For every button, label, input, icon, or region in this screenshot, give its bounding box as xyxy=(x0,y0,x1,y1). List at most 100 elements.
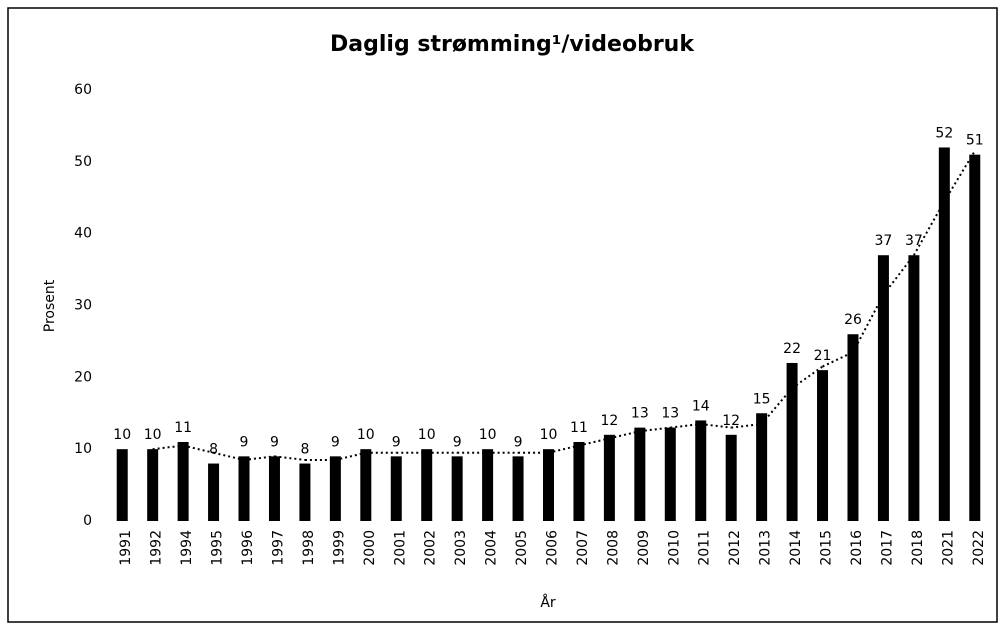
data-label: 21 xyxy=(814,348,832,364)
data-label: 9 xyxy=(392,434,401,450)
data-label: 9 xyxy=(453,434,462,450)
x-tick-label: 2001 xyxy=(392,530,408,566)
bar xyxy=(908,255,920,521)
data-label: 10 xyxy=(479,427,497,443)
data-label: 9 xyxy=(240,434,249,450)
x-tick-label: 2015 xyxy=(819,530,835,566)
bar xyxy=(451,456,463,521)
x-tick-label: 1992 xyxy=(149,530,165,566)
data-label: 26 xyxy=(844,312,862,328)
trendline-segment xyxy=(822,351,854,368)
x-tick-label: 2014 xyxy=(788,530,804,566)
y-tick-label: 20 xyxy=(74,369,92,385)
trendline-segment xyxy=(243,455,275,461)
x-axis-label: År xyxy=(540,594,556,611)
trendline-segment xyxy=(700,423,732,429)
x-tick-label: 2005 xyxy=(514,530,530,566)
data-label: 13 xyxy=(631,406,649,422)
bar xyxy=(969,154,981,521)
trendline-segment xyxy=(639,426,671,433)
data-label: 37 xyxy=(905,233,923,249)
bar xyxy=(390,456,402,521)
trendline-segment xyxy=(670,423,701,429)
trendline-segment xyxy=(882,254,915,296)
data-label: 12 xyxy=(722,413,740,429)
x-tick-label: 1994 xyxy=(179,530,195,566)
trendline-segment xyxy=(274,455,306,461)
data-label: 22 xyxy=(783,341,801,357)
bar xyxy=(664,427,676,521)
trendline-segment xyxy=(182,444,214,454)
bar xyxy=(725,434,737,521)
bar xyxy=(695,420,707,521)
x-tick-label: 2022 xyxy=(971,530,987,566)
bar xyxy=(603,434,615,521)
trendline-segment xyxy=(852,294,885,353)
data-label: 37 xyxy=(875,233,893,249)
data-label: 10 xyxy=(418,427,436,443)
x-tick-label: 2017 xyxy=(879,530,895,566)
trendline-segment xyxy=(335,451,367,461)
data-label: 15 xyxy=(753,391,771,407)
x-tick-label: 2007 xyxy=(575,530,591,566)
data-label: 8 xyxy=(300,442,309,458)
bar xyxy=(299,463,311,521)
data-label: 14 xyxy=(692,398,710,414)
data-label: 10 xyxy=(144,427,162,443)
y-tick-label: 0 xyxy=(83,513,92,529)
x-tick-label: 2021 xyxy=(940,530,956,566)
bar xyxy=(421,449,433,521)
x-tick-label: 1998 xyxy=(301,530,317,566)
data-label: 13 xyxy=(661,406,679,422)
x-tick-label: 1997 xyxy=(270,530,286,566)
bar xyxy=(634,427,646,521)
data-label: 10 xyxy=(357,427,375,443)
bar xyxy=(177,441,189,521)
y-axis-label: Prosent xyxy=(42,279,58,332)
trendline-segment xyxy=(791,365,824,389)
data-label: 11 xyxy=(570,420,588,436)
x-tick-label: 2013 xyxy=(758,530,774,566)
data-label: 8 xyxy=(209,442,218,458)
x-tick-label: 2004 xyxy=(484,530,500,566)
data-label: 9 xyxy=(270,434,279,450)
x-tick-label: 2006 xyxy=(545,530,561,566)
trendline-segment xyxy=(609,430,641,440)
bar xyxy=(147,449,159,521)
trendline-segment xyxy=(913,200,946,256)
x-tick-label: 2009 xyxy=(636,530,652,566)
x-tick-label: 2010 xyxy=(666,530,682,566)
bar xyxy=(116,449,128,521)
data-label: 9 xyxy=(331,434,340,450)
x-tick-label: 1995 xyxy=(210,530,226,566)
data-label: 10 xyxy=(540,427,558,443)
x-tick-label: 2016 xyxy=(849,530,865,566)
y-tick-label: 60 xyxy=(74,82,92,98)
bar xyxy=(847,334,859,521)
data-label: 52 xyxy=(935,125,953,141)
data-label: 11 xyxy=(174,420,192,436)
bar xyxy=(329,456,341,521)
x-tick-label: 2002 xyxy=(423,530,439,566)
bar xyxy=(786,362,798,521)
y-tick-label: 50 xyxy=(74,154,92,170)
x-tick-label: 1996 xyxy=(240,530,256,566)
bar xyxy=(756,413,768,521)
data-label: 9 xyxy=(514,434,523,450)
data-label: 51 xyxy=(966,133,984,149)
trendline-segment xyxy=(731,423,762,429)
trendline-segment xyxy=(548,444,580,454)
x-tick-label: 2003 xyxy=(453,530,469,566)
bar xyxy=(512,456,524,521)
bar xyxy=(268,456,280,521)
chart-title: Daglig strømming¹/videobruk xyxy=(330,32,695,57)
bar xyxy=(877,255,889,521)
bar xyxy=(208,463,220,521)
x-tick-label: 2000 xyxy=(362,530,378,566)
bar xyxy=(360,449,372,521)
x-tick-label: 1999 xyxy=(331,530,347,566)
y-tick-label: 30 xyxy=(74,298,92,314)
y-tick-label: 10 xyxy=(74,441,92,457)
bar xyxy=(482,449,494,521)
